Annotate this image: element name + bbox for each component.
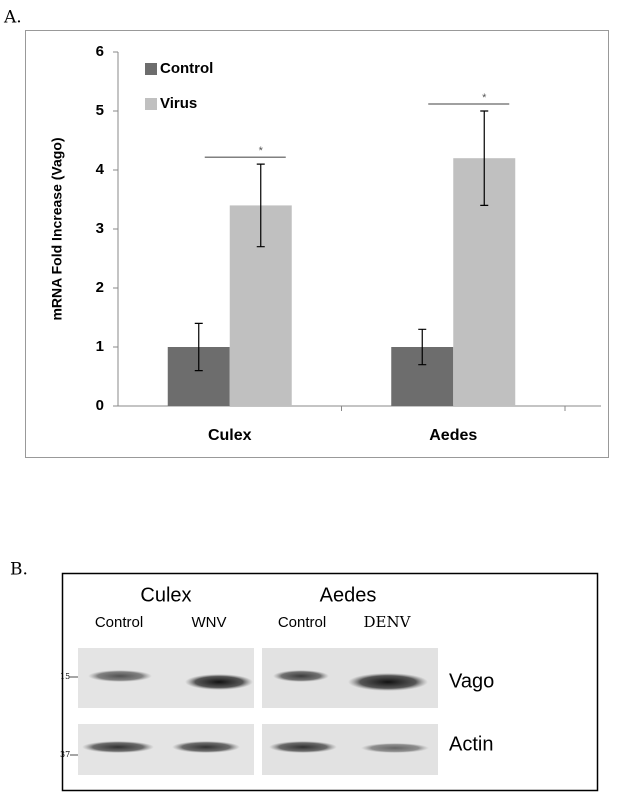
group-label: Culex xyxy=(140,584,191,606)
lane-label: WNV xyxy=(192,614,227,631)
lane-label: Control xyxy=(278,614,326,631)
row-label: Actin xyxy=(449,733,493,755)
panel-label: A. xyxy=(3,8,22,28)
error-bar xyxy=(256,163,265,248)
blot-band xyxy=(82,741,154,753)
y-tick-label: 6 xyxy=(96,43,104,60)
panel-frame xyxy=(61,572,599,792)
blot-band xyxy=(348,673,428,691)
y-tick-label: 4 xyxy=(96,161,105,178)
x-tick-label: Culex xyxy=(208,427,252,444)
y-axis-title: mRNA Fold Increase (Vago) xyxy=(49,137,65,320)
marker-label: 15 xyxy=(60,672,70,681)
blot-band xyxy=(269,741,337,753)
significance-mark: * xyxy=(259,145,264,157)
blot-band xyxy=(361,743,429,753)
row-label: Vago xyxy=(449,670,494,692)
error-bar xyxy=(418,328,427,366)
blot-band xyxy=(273,670,329,682)
marker-label: 37 xyxy=(60,750,70,759)
y-tick-label: 1 xyxy=(96,338,104,355)
error-bar xyxy=(194,322,203,372)
panel-frame xyxy=(25,30,609,458)
lane-label: DENV xyxy=(364,613,412,631)
y-tick-label: 3 xyxy=(96,220,104,237)
blot-band xyxy=(88,670,152,682)
significance-mark: * xyxy=(482,92,487,104)
lane-label: Control xyxy=(95,614,143,631)
y-tick-label: 5 xyxy=(96,102,104,119)
legend-label: Virus xyxy=(160,95,197,112)
legend-swatch xyxy=(145,63,157,75)
panel-label: B. xyxy=(10,560,28,580)
blot-band xyxy=(172,741,240,753)
x-tick-label: Aedes xyxy=(429,427,477,444)
y-tick-label: 2 xyxy=(96,279,104,296)
group-label: Aedes xyxy=(320,584,377,606)
y-tick-label: 0 xyxy=(96,397,104,414)
blot-band xyxy=(185,674,253,690)
error-bar xyxy=(480,110,489,206)
legend-label: Control xyxy=(160,60,213,77)
legend-swatch xyxy=(145,98,157,110)
